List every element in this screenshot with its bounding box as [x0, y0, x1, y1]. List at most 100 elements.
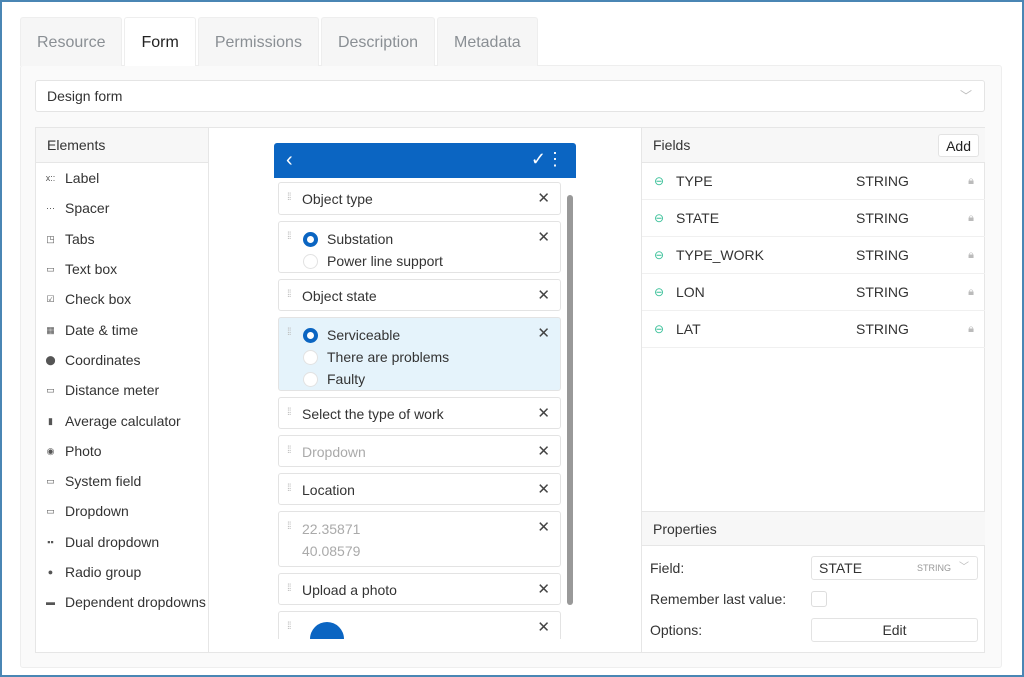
element-item[interactable]: ● Radio group [36, 557, 208, 587]
scrollbar[interactable] [567, 195, 573, 605]
tab-form[interactable]: Form [124, 17, 196, 66]
form-preview: ‹ ✓ ⋮ ⁞⁞ ✕ Object type ⁞⁞ ✕ Substation Power l… [274, 143, 576, 639]
element-item[interactable]: ▦ Date & time [36, 314, 208, 344]
drag-handle-icon[interactable]: ⁞⁞ [287, 327, 291, 338]
element-item[interactable]: ◳ Tabs [36, 224, 208, 254]
element-label: Label [65, 170, 100, 187]
form-card[interactable]: ⁞⁞ ✕ 22.35871 40.08579 [278, 511, 561, 567]
form-card[interactable]: ⁞⁞ ✕ [278, 611, 561, 639]
preview-header: ‹ ✓ ⋮ [274, 143, 576, 178]
more-icon[interactable]: ⋮ [546, 149, 564, 169]
close-icon[interactable]: ✕ [537, 581, 550, 598]
drag-handle-icon[interactable]: ⁞⁞ [287, 483, 291, 494]
system-field-icon: ▭ [46, 476, 55, 487]
form-card[interactable]: ⁞⁞ ✕ Serviceable There are problems Faulty [278, 317, 561, 391]
radio-label: Power line support [327, 253, 443, 269]
link-icon: ⊖ [653, 174, 665, 188]
element-item[interactable]: ☑ Check box [36, 284, 208, 314]
radio-option[interactable]: Substation [302, 228, 560, 250]
field-select[interactable]: STATE STRING ﹀ [811, 555, 978, 580]
form-card[interactable]: ⁞⁞ ✕ Substation Power line support [278, 221, 561, 273]
close-icon[interactable]: ✕ [537, 287, 550, 304]
tab-permissions[interactable]: Permissions [197, 17, 319, 66]
field-type: STRING [856, 247, 909, 263]
form-card[interactable]: ⁞⁞ ✕ Upload a photo [278, 573, 561, 605]
field-row[interactable]: ⊖ STATE STRING 🔒︎ [642, 200, 985, 237]
radio-option[interactable]: There are problems [302, 346, 560, 368]
element-item[interactable]: ▭ Dropdown [36, 496, 208, 526]
remember-checkbox[interactable] [811, 590, 827, 607]
radio-option[interactable]: Power line support [302, 250, 560, 272]
element-item[interactable]: ⋯ Spacer [36, 193, 208, 223]
field-row[interactable]: ⊖ TYPE_WORK STRING 🔒︎ [642, 237, 985, 274]
close-icon[interactable]: ✕ [537, 481, 550, 498]
element-item[interactable]: ▭ Distance meter [36, 375, 208, 405]
add-field-button[interactable]: Add [938, 134, 979, 157]
check-icon[interactable]: ✓ [530, 149, 546, 169]
form-card[interactable]: ⁞⁞ ✕ Select the type of work [278, 397, 561, 429]
link-icon: ⊖ [653, 248, 665, 262]
radio-button[interactable] [303, 349, 318, 365]
close-icon[interactable]: ✕ [537, 405, 550, 422]
lock-icon: 🔒︎ [968, 322, 974, 335]
element-label: Coordinates [65, 351, 141, 368]
radio-option[interactable]: Faulty [302, 368, 560, 390]
drag-handle-icon[interactable]: ⁞⁞ [287, 407, 291, 418]
element-item[interactable]: ▬ Dependent dropdowns [36, 587, 208, 617]
radio-option[interactable]: Serviceable [302, 324, 560, 346]
edit-options-button[interactable]: Edit [811, 617, 978, 642]
drag-handle-icon[interactable]: ⁞⁞ [287, 621, 291, 632]
fields-panel: Fields Add ⊖ TYPE STRING 🔒︎ ⊖ STATE STRING 🔒︎ ⊖ TY… [641, 128, 985, 652]
camera-icon[interactable] [310, 622, 344, 639]
ruler-icon: ▭ [46, 385, 55, 396]
element-item[interactable]: ◉ Photo [36, 436, 208, 466]
fields-title: Fields [653, 137, 691, 153]
element-label: Tabs [65, 230, 95, 247]
field-row[interactable]: ⊖ LAT STRING 🔒︎ [642, 311, 985, 348]
drag-handle-icon[interactable]: ⁞⁞ [287, 192, 291, 203]
properties-panel: Properties Field: STATE STRING ﹀ Remember … [642, 511, 985, 645]
radio-button[interactable] [303, 327, 318, 343]
form-card[interactable]: ⁞⁞ ✕ Location [278, 473, 561, 505]
element-item[interactable]: ▮ Average calculator [36, 405, 208, 435]
coordinate-value: 40.08579 [302, 543, 361, 559]
element-item[interactable]: ⬤ Coordinates [36, 345, 208, 375]
design-form-select[interactable]: Design form ﹀ [35, 80, 985, 112]
close-icon[interactable]: ✕ [537, 229, 550, 246]
drag-handle-icon[interactable]: ⁞⁞ [287, 231, 291, 242]
element-item[interactable]: ▭ Text box [36, 254, 208, 284]
card-title: Location [302, 482, 355, 498]
tab-description[interactable]: Description [320, 17, 435, 66]
element-item[interactable]: ▭ System field [36, 466, 208, 496]
card-title: Object state [302, 288, 377, 304]
close-icon[interactable]: ✕ [537, 325, 550, 342]
tab-resource[interactable]: Resource [20, 17, 123, 66]
close-icon[interactable]: ✕ [537, 190, 550, 207]
form-card[interactable]: ⁞⁞ ✕ Object type [278, 182, 561, 215]
close-icon[interactable]: ✕ [537, 519, 550, 536]
element-label: Dual dropdown [65, 533, 160, 550]
field-row[interactable]: ⊖ LON STRING 🔒︎ [642, 274, 985, 311]
back-icon[interactable]: ‹ [286, 149, 293, 171]
radio-button[interactable] [303, 371, 318, 387]
radio-button[interactable] [303, 231, 318, 247]
drag-handle-icon[interactable]: ⁞⁞ [287, 583, 291, 594]
field-row[interactable]: ⊖ TYPE STRING 🔒︎ [642, 163, 985, 200]
close-icon[interactable]: ✕ [537, 619, 550, 636]
drag-handle-icon[interactable]: ⁞⁞ [287, 445, 291, 456]
chevron-down-icon: ﹀ [959, 89, 972, 103]
element-item[interactable]: x:: Label [36, 163, 208, 193]
select-value: Design form [47, 88, 123, 104]
drag-handle-icon[interactable]: ⁞⁞ [287, 521, 291, 532]
radio-group-icon: ● [47, 567, 54, 577]
drag-handle-icon[interactable]: ⁞⁞ [287, 289, 291, 300]
form-card[interactable]: ⁞⁞ ✕ Dropdown [278, 435, 561, 467]
radio-button[interactable] [303, 253, 318, 269]
field-type: STRING [856, 321, 909, 337]
close-icon[interactable]: ✕ [537, 443, 550, 460]
element-label: Dropdown [65, 503, 129, 520]
element-item[interactable]: ▪▪ Dual dropdown [36, 527, 208, 557]
calculator-icon: ▮ [48, 415, 53, 426]
tab-metadata[interactable]: Metadata [436, 17, 538, 66]
form-card[interactable]: ⁞⁞ ✕ Object state [278, 279, 561, 311]
